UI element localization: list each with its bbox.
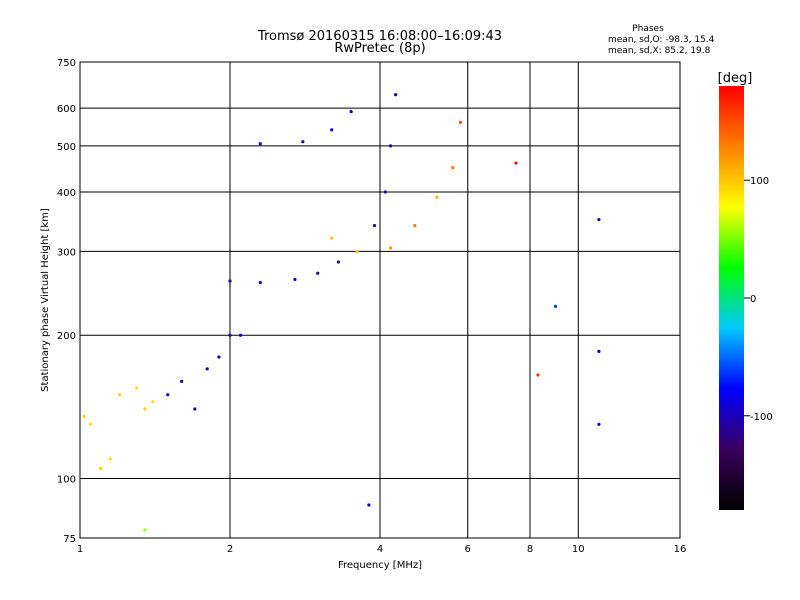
x-tick-label: 8	[527, 544, 533, 555]
data-point	[193, 407, 197, 411]
data-point	[135, 386, 139, 390]
data-point	[355, 249, 359, 254]
data-point	[143, 528, 147, 532]
data-point	[82, 414, 86, 419]
chart-subtitle: RwPretec (8p)	[334, 41, 425, 56]
data-point	[99, 466, 103, 471]
y-tick-label: 400	[57, 188, 76, 199]
y-tick-label: 300	[57, 247, 76, 258]
data-point	[293, 277, 297, 282]
data-point	[451, 166, 455, 170]
data-point	[597, 422, 601, 426]
chart-title: Tromsø 20160315 16:08:00–16:09:43	[257, 29, 502, 44]
data-point	[553, 304, 558, 308]
data-point	[108, 457, 112, 461]
data-point	[349, 110, 353, 114]
data-point	[597, 349, 601, 353]
x-tick-label: 6	[465, 544, 471, 555]
data-point	[228, 333, 232, 337]
data-point	[151, 400, 155, 404]
x-tick-label: 2	[227, 544, 233, 555]
data-point	[330, 236, 334, 240]
data-point	[228, 279, 232, 283]
data-point	[180, 379, 184, 383]
colorbar-tick-label: -100	[750, 412, 773, 423]
data-point	[394, 93, 398, 97]
data-point	[117, 393, 122, 397]
stats-x: mean, sd,X: 85.2, 19.8	[608, 46, 711, 56]
x-tick-label: 10	[572, 544, 585, 555]
y-tick-label: 75	[63, 534, 76, 545]
data-point	[258, 280, 262, 285]
y-axis-ticks: 75 100 200 300 400 500 600 750	[57, 58, 76, 545]
x-tick-label: 16	[674, 544, 687, 555]
data-point	[143, 407, 147, 411]
data-point	[372, 223, 377, 228]
data-point	[597, 217, 601, 222]
data-point	[336, 260, 340, 264]
data-point	[388, 144, 393, 148]
colorbar-tick-label: 0	[750, 294, 756, 305]
data-point	[258, 142, 262, 146]
y-tick-label: 200	[57, 331, 76, 342]
data-point	[413, 223, 417, 228]
data-point	[388, 246, 393, 250]
plot-area: 1 2 4 6 8 10 16 75 100 200 300 400 500 600 750	[57, 58, 686, 555]
stats-header: Phases	[632, 24, 664, 34]
y-tick-label: 500	[57, 142, 76, 153]
y-tick-label: 750	[57, 58, 76, 69]
colorbar-gradient	[719, 86, 744, 510]
data-points	[82, 93, 601, 532]
data-point	[316, 271, 320, 275]
data-point	[383, 190, 387, 194]
phase-colorbar: [deg] -100 0 100	[718, 71, 773, 510]
grid-lines	[80, 62, 680, 538]
stats-o: mean, sd,O: -98.3, 15.4	[608, 35, 715, 45]
data-point	[435, 195, 439, 199]
data-point	[205, 367, 209, 371]
x-axis-label: Frequency [MHz]	[338, 560, 422, 571]
colorbar-label: [deg]	[718, 71, 753, 86]
data-point	[301, 140, 305, 144]
data-point	[367, 503, 371, 507]
x-axis-ticks: 1 2 4 6 8 10 16	[77, 544, 687, 555]
y-tick-label: 600	[57, 104, 76, 115]
x-tick-label: 1	[77, 544, 83, 555]
y-axis-label: Stationary phase Virtual Height [km]	[40, 208, 51, 392]
data-point	[536, 373, 540, 377]
colorbar-ticks: -100 0 100	[744, 176, 773, 423]
y-tick-label: 100	[57, 475, 76, 486]
data-point	[238, 333, 243, 337]
data-point	[458, 120, 463, 124]
data-point	[330, 128, 334, 132]
data-point	[217, 355, 221, 359]
data-point	[166, 393, 170, 397]
data-point	[514, 161, 518, 165]
colorbar-tick-label: 100	[750, 176, 769, 187]
data-point	[88, 422, 93, 426]
x-tick-label: 4	[377, 544, 383, 555]
